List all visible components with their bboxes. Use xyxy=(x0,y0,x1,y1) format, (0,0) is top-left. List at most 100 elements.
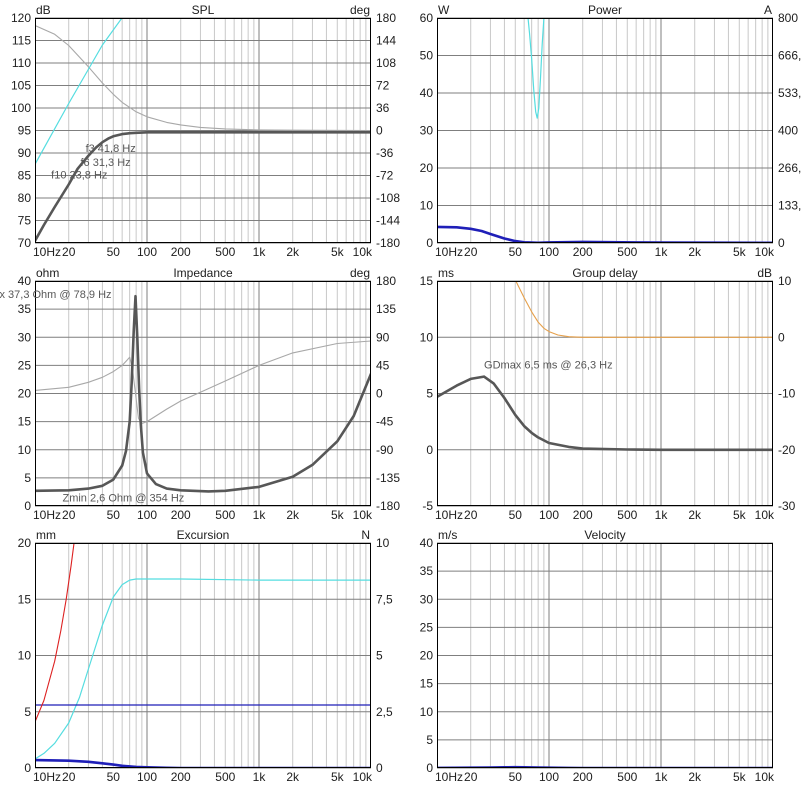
left-unit-label: ms xyxy=(438,266,454,280)
y2-tick-label: -180 xyxy=(376,499,400,513)
y-tick-label: 40 xyxy=(420,536,434,550)
level-series xyxy=(515,281,773,338)
x-tick-label: 2k xyxy=(688,770,702,784)
major-gridlines xyxy=(437,17,773,244)
left-unit-label: mm xyxy=(36,528,56,542)
annotation-label: f3 41,8 Hz xyxy=(86,143,136,155)
major-gridlines xyxy=(437,280,773,507)
y2-tick-label: 180 xyxy=(376,11,396,25)
excursion-series xyxy=(35,758,371,768)
y2-tick-label: 135 xyxy=(376,302,396,316)
x-tick-label: 1k xyxy=(655,245,669,259)
x-tick-label: 5k xyxy=(733,508,747,522)
x-tick-label: 5k xyxy=(331,770,345,784)
y2-tick-label: 533, xyxy=(778,86,801,100)
chart-title: Power xyxy=(588,3,622,17)
y-tick-label: 0 xyxy=(24,499,31,513)
y-tick-label: 25 xyxy=(420,620,434,634)
x-tick-label: 200 xyxy=(171,245,191,259)
x-tick-label: 1k xyxy=(655,508,669,522)
y2-tick-label: 400 xyxy=(778,124,798,138)
x-tick-label: 50 xyxy=(509,508,523,522)
y-tick-label: 5 xyxy=(426,387,433,401)
y2-tick-label: -36 xyxy=(376,146,394,160)
chart-title: Group delay xyxy=(572,266,637,280)
x-tick-label: 50 xyxy=(107,508,121,522)
x-tick-label: 20 xyxy=(464,245,478,259)
y-tick-label: 15 xyxy=(18,415,32,429)
x-tick-label: 1k xyxy=(253,770,267,784)
y2-tick-label: 800 xyxy=(778,11,798,25)
series-group xyxy=(35,18,371,243)
x-tick-label: 500 xyxy=(617,245,637,259)
y-tick-label: 40 xyxy=(420,86,434,100)
series-group xyxy=(35,543,371,768)
plot-frame xyxy=(35,18,371,243)
y-tick-label: 50 xyxy=(420,49,434,63)
right-unit-label: deg xyxy=(350,266,370,280)
x-tick-label: 100 xyxy=(137,770,157,784)
right-unit-label: A xyxy=(764,3,772,17)
left-unit-label: dB xyxy=(36,3,51,17)
x-tick-label: 200 xyxy=(573,508,593,522)
x-tick-label: 10k xyxy=(755,770,775,784)
y-tick-label: 0 xyxy=(426,236,433,250)
x-tick-label: 5k xyxy=(733,770,747,784)
x-tick-label: 10k xyxy=(755,245,775,259)
x-tick-label: 2k xyxy=(688,508,702,522)
y2-tick-label: 7,5 xyxy=(376,592,393,606)
x-tick-label: 2k xyxy=(286,245,300,259)
x-tick-label: 200 xyxy=(573,245,593,259)
y-tick-label: 30 xyxy=(18,330,32,344)
y-tick-label: 0 xyxy=(24,761,31,775)
y-tick-label: 110 xyxy=(12,56,31,70)
x-tick-label: 1k xyxy=(253,245,267,259)
x-tick-label: 10Hz xyxy=(33,770,61,784)
y2-tick-label: 90 xyxy=(376,330,390,344)
y-tick-label: 10 xyxy=(420,199,434,213)
major-gridlines xyxy=(35,280,371,507)
spl-chart: SPL dB deg 70 75 80 85 90 95 100 105 110 115 120 -180 -… xyxy=(11,3,400,259)
annotation-label: GDmax 6,5 ms @ 26,3 Hz xyxy=(484,360,613,372)
x-tick-label: 10k xyxy=(353,770,373,784)
x-tick-label: 50 xyxy=(107,770,121,784)
x-tick-label: 2k xyxy=(688,245,702,259)
y-tick-label: 10 xyxy=(18,649,32,663)
x-tick-label: 500 xyxy=(215,508,235,522)
y-tick-label: 20 xyxy=(420,649,434,663)
y2-tick-label: 666, xyxy=(778,48,801,62)
y2-tick-label: -90 xyxy=(376,443,394,457)
x-tick-label: 2k xyxy=(286,508,300,522)
y2-tick-label: 180 xyxy=(376,274,396,288)
y-tick-label: 70 xyxy=(18,236,32,250)
y2-tick-label: 0 xyxy=(376,761,383,775)
series-group xyxy=(437,18,773,243)
x-tick-label: 500 xyxy=(215,770,235,784)
y2-tick-label: -45 xyxy=(376,415,394,429)
x-tick-label: 10Hz xyxy=(33,508,61,522)
power-series xyxy=(437,225,773,243)
x-tick-label: 10k xyxy=(353,508,373,522)
y-tick-label: 0 xyxy=(426,761,433,775)
annotation-label: f10 23,8 Hz xyxy=(51,170,107,182)
annotation-label: Zmin 2,6 Ohm @ 354 Hz xyxy=(62,492,184,504)
x-tick-label: 500 xyxy=(617,508,637,522)
spl-phase-series xyxy=(35,24,371,132)
annotation-label: f6 31,3 Hz xyxy=(81,157,131,169)
power-chart: Power W A 0 10 20 30 40 50 60 0 133, 266, 400 533, 666,… xyxy=(420,3,802,259)
chart-title: Excursion xyxy=(177,528,230,542)
x-tick-label: 200 xyxy=(573,770,593,784)
spl-series xyxy=(35,131,371,243)
x-tick-label: 200 xyxy=(171,508,191,522)
y-tick-label: 25 xyxy=(18,358,32,372)
y2-tick-label: 36 xyxy=(376,101,390,115)
x-tick-label: 50 xyxy=(509,770,523,784)
impedance-phase-series xyxy=(35,340,371,425)
y2-tick-label: 72 xyxy=(376,79,390,93)
x-tick-label: 20 xyxy=(62,508,76,522)
y2-tick-label: -30 xyxy=(778,499,796,513)
y-tick-label: 85 xyxy=(18,169,32,183)
x-tick-label: 200 xyxy=(171,770,191,784)
